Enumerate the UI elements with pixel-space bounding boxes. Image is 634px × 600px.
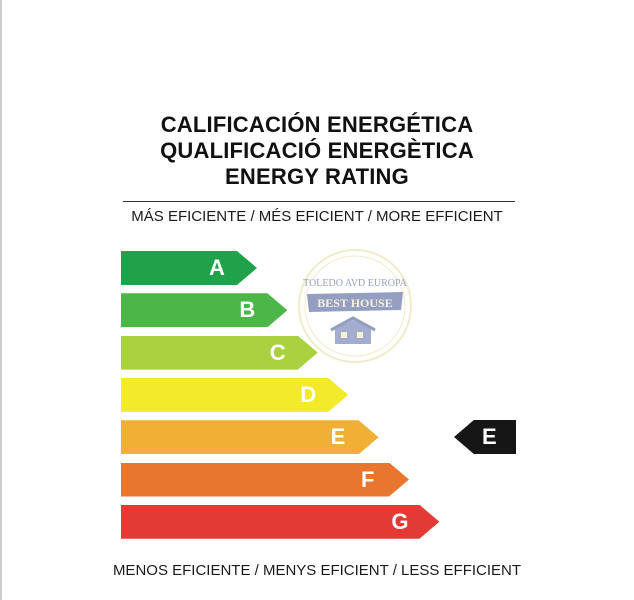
rating-bar-c: C: [121, 335, 318, 370]
rating-letter-f: F: [361, 466, 375, 492]
rating-letter-d: D: [300, 381, 317, 407]
title-catalan: QUALIFICACIÓ ENERGÈTICA: [160, 138, 474, 163]
current-rating-letter: E: [482, 424, 497, 449]
title-block: CALIFICACIÓN ENERGÉTICA QUALIFICACIÓ ENE…: [0, 112, 634, 190]
title-english: ENERGY RATING: [225, 164, 409, 189]
rating-bar-g: G: [121, 504, 440, 539]
rating-bar-f: F: [121, 462, 409, 497]
rating-letter-c: C: [269, 339, 286, 365]
page-border: [0, 0, 2, 600]
more-efficient-caption: MÁS EFICIENTE / MÉS EFICIENT / MORE EFFI…: [131, 208, 503, 225]
rating-letter-g: G: [391, 508, 409, 534]
watermark-line2: BEST HOUSE: [317, 296, 392, 310]
watermark-line1: TOLEDO AVD EUROPA: [303, 278, 407, 289]
less-efficient-caption: MENOS EFICIENTE / MENYS EFICIENT / LESS …: [112, 562, 522, 579]
rating-bar-b: B: [121, 293, 288, 328]
rating-letter-e: E: [330, 424, 346, 450]
rating-letter-a: A: [209, 255, 225, 280]
rating-bar-a: A: [121, 251, 257, 285]
rating-letter-b: B: [239, 297, 256, 323]
title-spanish: CALIFICACIÓN ENERGÉTICA: [160, 112, 474, 137]
rating-bar-e: E: [121, 420, 379, 455]
rating-bar-d: D: [121, 377, 349, 412]
best-house-watermark: TOLEDO AVD EUROPA BEST HOUSE: [298, 249, 412, 363]
current-rating-marker: E: [454, 420, 516, 454]
title-divider: [123, 201, 515, 202]
